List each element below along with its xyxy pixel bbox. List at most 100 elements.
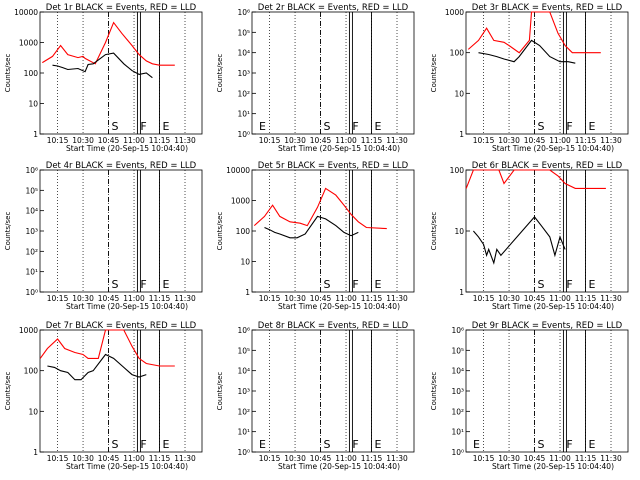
marker-label-F: F	[566, 120, 572, 133]
y-tick-label: 10	[454, 89, 464, 98]
x-axis-label: Start Time (20-Sep-15 10:04:40)	[492, 462, 614, 471]
marker-label-S: S	[112, 438, 119, 451]
plot-frame	[251, 329, 415, 453]
x-tick-label: 11:00	[123, 136, 145, 145]
x-tick-label: 11:15	[361, 136, 383, 145]
x-tick-label: 11:00	[549, 294, 571, 303]
chart-panel-4: Det 4r BLACK = Events, RED = LLD 10⁰ 10¹ 10…	[4, 161, 203, 311]
y-tick-label: 10⁰	[25, 288, 38, 297]
x-axis-label: Start Time (20-Sep-15 10:04:40)	[492, 302, 614, 311]
marker-label-S: S	[324, 278, 331, 291]
x-tick-label: 10:15	[473, 294, 495, 303]
x-tick-label: 11:00	[123, 454, 145, 463]
y-axis-label: Counts/sec	[430, 212, 438, 251]
plot-frame	[39, 11, 203, 135]
marker-label-F: F	[352, 438, 358, 451]
x-tick-label: 10:30	[284, 454, 306, 463]
y-tick-label: 10⁰	[237, 448, 250, 457]
marker-label-F: F	[566, 278, 572, 291]
x-tick-label: 10:45	[98, 454, 120, 463]
y-tick-label: 10⁶	[451, 326, 464, 335]
y-tick-label: 10⁴	[237, 49, 250, 58]
y-tick-label: 100	[236, 227, 251, 236]
marker-label-E: E	[163, 120, 170, 133]
y-tick-label: 1	[459, 130, 464, 139]
y-tick-label: 10	[240, 258, 250, 267]
marker-label-S: S	[324, 120, 331, 133]
x-tick-label: 11:15	[575, 454, 597, 463]
x-tick-label: 10:30	[284, 294, 306, 303]
y-tick-label: 10⁵	[237, 346, 250, 355]
y-axis-label: Counts/sec	[4, 372, 12, 411]
x-tick-label: 11:30	[600, 136, 622, 145]
marker-label-S: S	[112, 120, 119, 133]
y-tick-label: 100	[24, 69, 39, 78]
y-tick-label: 10⁴	[25, 207, 38, 216]
y-tick-label: 1	[33, 130, 38, 139]
y-tick-label: 10⁵	[451, 346, 464, 355]
series-lld-line	[42, 21, 175, 66]
y-tick-label: 10⁴	[451, 367, 464, 376]
y-tick-label: 1	[33, 448, 38, 457]
x-tick-label: 10:45	[98, 136, 120, 145]
series-lld-line	[253, 187, 387, 230]
chart-panel-6: Det 6r BLACK = Events, RED = LLD 1 10 100 Co…	[430, 161, 629, 311]
chart-title: Det 6r BLACK = Events, RED = LLD	[472, 161, 623, 171]
x-tick-label: 10:45	[524, 454, 546, 463]
marker-label-E: E	[259, 438, 266, 451]
x-tick-label: 11:15	[361, 294, 383, 303]
marker-label-E: E	[375, 438, 382, 451]
x-tick-label: 11:15	[149, 294, 171, 303]
x-axis-label: Start Time (20-Sep-15 10:04:40)	[278, 144, 400, 153]
y-tick-label: 10⁶	[237, 326, 250, 335]
x-tick-label: 11:30	[600, 294, 622, 303]
y-axis-label: Counts/sec	[430, 54, 438, 93]
y-tick-label: 10	[28, 100, 38, 109]
y-tick-label: 10²	[237, 407, 250, 416]
y-tick-label: 10²	[451, 407, 464, 416]
x-axis-label: Start Time (20-Sep-15 10:04:40)	[66, 302, 188, 311]
x-tick-label: 11:00	[123, 294, 145, 303]
x-tick-label: 11:00	[335, 294, 357, 303]
x-tick-label: 11:30	[174, 294, 196, 303]
marker-label-E: E	[375, 278, 382, 291]
x-axis-label: Start Time (20-Sep-15 10:04:40)	[278, 302, 400, 311]
series-lld-line	[39, 329, 175, 367]
y-tick-label: 10	[28, 407, 38, 416]
y-tick-label: 1000	[231, 197, 250, 206]
plot-frame	[39, 169, 203, 293]
chart-title: Det 1r BLACK = Events, RED = LLD	[46, 3, 197, 13]
marker-label-S: S	[324, 438, 331, 451]
y-tick-label: 10¹	[237, 110, 250, 119]
chart-title: Det 8r BLACK = Events, RED = LLD	[258, 321, 409, 331]
x-axis-label: Start Time (20-Sep-15 10:04:40)	[66, 144, 188, 153]
series-events-line	[472, 216, 566, 265]
x-tick-label: 10:30	[498, 136, 520, 145]
y-tick-label: 1000	[19, 326, 38, 335]
x-axis-label: Start Time (20-Sep-15 10:04:40)	[278, 462, 400, 471]
chart-title: Det 4r BLACK = Events, RED = LLD	[46, 161, 197, 171]
marker-label-F: F	[566, 438, 572, 451]
y-tick-label: 10²	[25, 247, 38, 256]
chart-panel-1: Det 1r BLACK = Events, RED = LLD 1 10 100 10…	[4, 3, 203, 153]
marker-label-F: F	[352, 278, 358, 291]
y-tick-label: 10000	[14, 8, 38, 17]
chart-title: Det 7r BLACK = Events, RED = LLD	[46, 321, 197, 331]
y-tick-label: 10⁵	[237, 28, 250, 37]
x-tick-label: 11:15	[149, 454, 171, 463]
y-tick-label: 10⁰	[451, 448, 464, 457]
x-tick-label: 11:15	[575, 136, 597, 145]
y-tick-label: 100	[450, 166, 465, 175]
chart-panel-9: Det 9r BLACK = Events, RED = LLD 10⁰ 10¹ 10…	[430, 321, 629, 471]
x-tick-label: 11:00	[549, 136, 571, 145]
y-tick-label: 10²	[237, 89, 250, 98]
chart-title: Det 5r BLACK = Events, RED = LLD	[258, 161, 409, 171]
y-tick-label: 10⁰	[237, 130, 250, 139]
x-tick-label: 10:30	[498, 454, 520, 463]
y-tick-label: 1	[245, 288, 250, 297]
marker-label-F: F	[140, 278, 146, 291]
y-tick-label: 10¹	[451, 428, 464, 437]
y-tick-label: 100	[24, 367, 39, 376]
y-tick-label: 10⁴	[237, 367, 250, 376]
marker-label-F: F	[140, 438, 146, 451]
